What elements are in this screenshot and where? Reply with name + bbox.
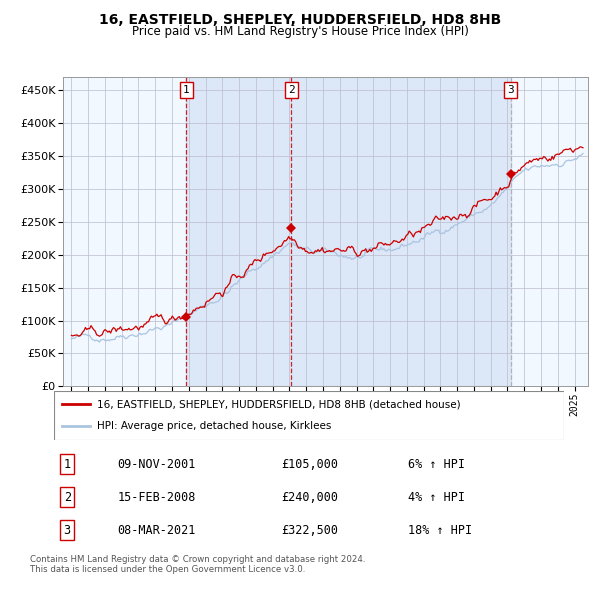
Text: 4% ↑ HPI: 4% ↑ HPI (408, 490, 465, 504)
Text: £105,000: £105,000 (281, 457, 338, 471)
Text: This data is licensed under the Open Government Licence v3.0.: This data is licensed under the Open Gov… (30, 565, 305, 574)
Text: 16, EASTFIELD, SHEPLEY, HUDDERSFIELD, HD8 8HB: 16, EASTFIELD, SHEPLEY, HUDDERSFIELD, HD… (99, 13, 501, 27)
Text: HPI: Average price, detached house, Kirklees: HPI: Average price, detached house, Kirk… (97, 421, 332, 431)
Text: 15-FEB-2008: 15-FEB-2008 (118, 490, 196, 504)
Text: 09-NOV-2001: 09-NOV-2001 (118, 457, 196, 471)
Text: 3: 3 (508, 85, 514, 95)
Text: 18% ↑ HPI: 18% ↑ HPI (408, 523, 472, 537)
Text: 08-MAR-2021: 08-MAR-2021 (118, 523, 196, 537)
Text: 2: 2 (288, 85, 295, 95)
Text: £240,000: £240,000 (281, 490, 338, 504)
Text: 6% ↑ HPI: 6% ↑ HPI (408, 457, 465, 471)
Text: 16, EASTFIELD, SHEPLEY, HUDDERSFIELD, HD8 8HB (detached house): 16, EASTFIELD, SHEPLEY, HUDDERSFIELD, HD… (97, 399, 461, 409)
Text: £322,500: £322,500 (281, 523, 338, 537)
Text: Contains HM Land Registry data © Crown copyright and database right 2024.: Contains HM Land Registry data © Crown c… (30, 555, 365, 563)
Text: 1: 1 (64, 457, 71, 471)
Text: 2: 2 (64, 490, 71, 504)
Text: 1: 1 (183, 85, 190, 95)
Text: Price paid vs. HM Land Registry's House Price Index (HPI): Price paid vs. HM Land Registry's House … (131, 25, 469, 38)
Bar (187, 77, 511, 386)
Text: 3: 3 (64, 523, 71, 537)
